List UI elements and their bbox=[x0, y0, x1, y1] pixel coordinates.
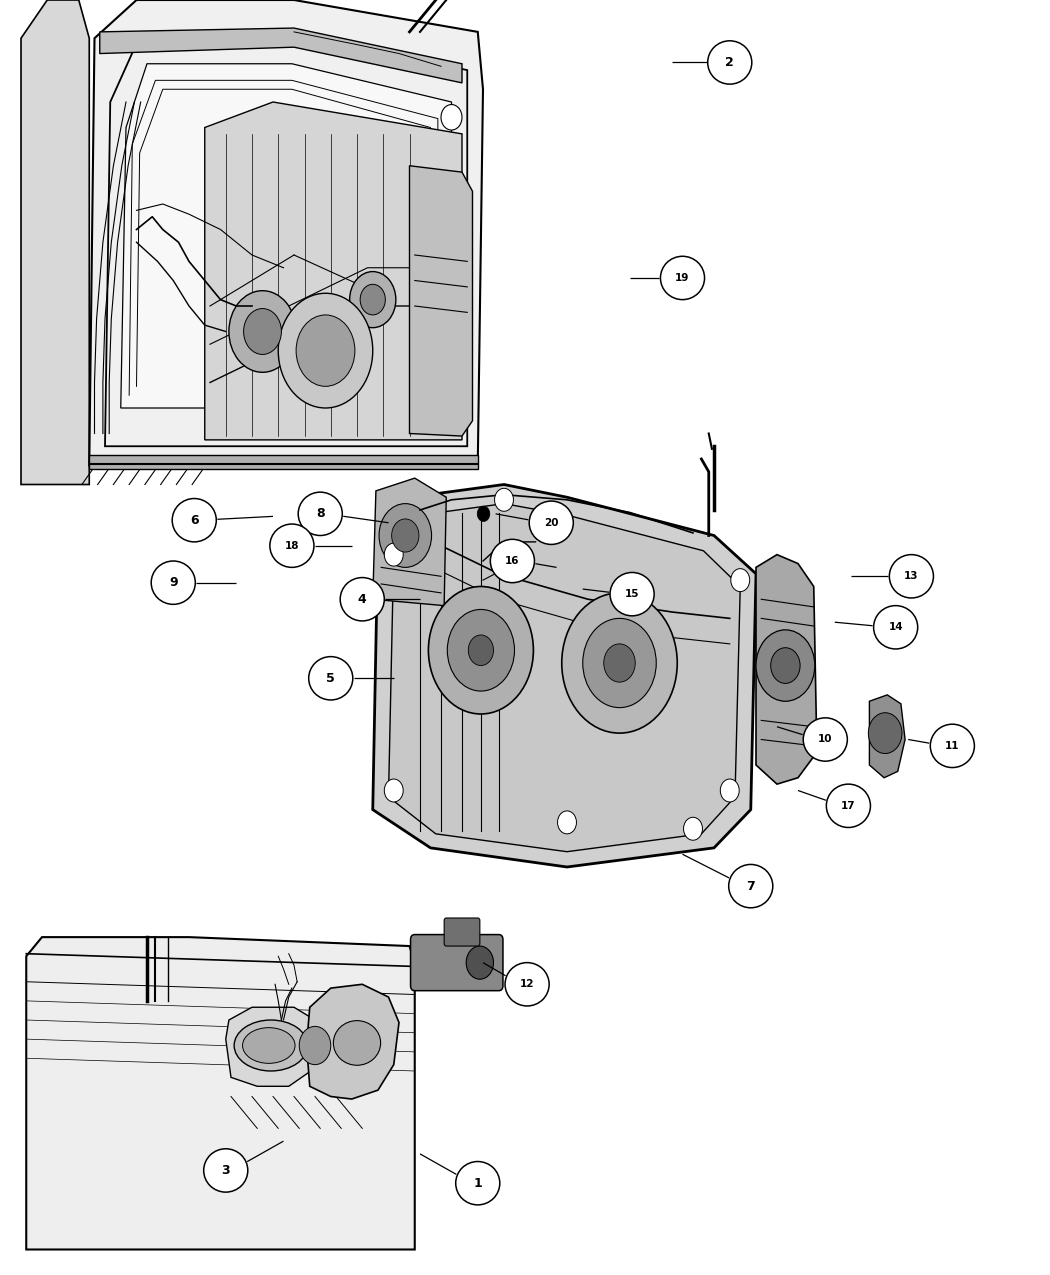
Text: 9: 9 bbox=[169, 576, 177, 589]
Ellipse shape bbox=[151, 561, 195, 604]
Circle shape bbox=[558, 811, 576, 834]
Ellipse shape bbox=[298, 492, 342, 536]
Polygon shape bbox=[121, 64, 452, 408]
Ellipse shape bbox=[270, 524, 314, 567]
Ellipse shape bbox=[889, 555, 933, 598]
Circle shape bbox=[466, 946, 493, 979]
Polygon shape bbox=[205, 102, 462, 440]
Circle shape bbox=[229, 291, 296, 372]
Circle shape bbox=[360, 284, 385, 315]
Polygon shape bbox=[373, 484, 756, 867]
Polygon shape bbox=[756, 555, 817, 784]
Circle shape bbox=[720, 779, 739, 802]
Polygon shape bbox=[100, 28, 462, 83]
Text: 12: 12 bbox=[520, 979, 534, 989]
Ellipse shape bbox=[204, 1149, 248, 1192]
Ellipse shape bbox=[529, 501, 573, 544]
Circle shape bbox=[384, 779, 403, 802]
Circle shape bbox=[379, 504, 432, 567]
Text: 6: 6 bbox=[190, 514, 198, 527]
Ellipse shape bbox=[334, 1020, 380, 1066]
Text: 3: 3 bbox=[222, 1164, 230, 1177]
Circle shape bbox=[244, 309, 281, 354]
Text: 11: 11 bbox=[945, 741, 960, 751]
Text: 14: 14 bbox=[888, 622, 903, 632]
Ellipse shape bbox=[874, 606, 918, 649]
Polygon shape bbox=[26, 937, 415, 1250]
Circle shape bbox=[477, 506, 489, 521]
Text: 1: 1 bbox=[474, 1177, 482, 1190]
Circle shape bbox=[428, 586, 533, 714]
Text: 10: 10 bbox=[818, 734, 833, 745]
Text: 8: 8 bbox=[316, 507, 324, 520]
Text: 7: 7 bbox=[747, 880, 755, 892]
Ellipse shape bbox=[660, 256, 705, 300]
Circle shape bbox=[278, 293, 373, 408]
FancyBboxPatch shape bbox=[411, 935, 503, 991]
Text: 18: 18 bbox=[285, 541, 299, 551]
Circle shape bbox=[604, 644, 635, 682]
Ellipse shape bbox=[826, 784, 870, 827]
Circle shape bbox=[392, 519, 419, 552]
Text: 13: 13 bbox=[904, 571, 919, 581]
Ellipse shape bbox=[309, 657, 353, 700]
Text: 15: 15 bbox=[625, 589, 639, 599]
Circle shape bbox=[583, 618, 656, 708]
Ellipse shape bbox=[803, 718, 847, 761]
Text: 2: 2 bbox=[726, 56, 734, 69]
Ellipse shape bbox=[930, 724, 974, 768]
Polygon shape bbox=[373, 478, 446, 606]
Ellipse shape bbox=[456, 1162, 500, 1205]
Circle shape bbox=[756, 630, 815, 701]
Circle shape bbox=[684, 817, 702, 840]
Polygon shape bbox=[869, 695, 905, 778]
Circle shape bbox=[562, 593, 677, 733]
Circle shape bbox=[296, 315, 355, 386]
Text: 20: 20 bbox=[544, 518, 559, 528]
Circle shape bbox=[468, 635, 494, 666]
Text: 19: 19 bbox=[675, 273, 690, 283]
Polygon shape bbox=[226, 1007, 317, 1086]
Circle shape bbox=[771, 648, 800, 683]
Circle shape bbox=[384, 543, 403, 566]
Polygon shape bbox=[410, 166, 472, 436]
FancyBboxPatch shape bbox=[444, 918, 480, 946]
Polygon shape bbox=[307, 984, 399, 1099]
Ellipse shape bbox=[610, 572, 654, 616]
Ellipse shape bbox=[490, 539, 534, 583]
Circle shape bbox=[731, 569, 750, 592]
Polygon shape bbox=[388, 504, 740, 852]
Circle shape bbox=[350, 272, 396, 328]
Ellipse shape bbox=[340, 578, 384, 621]
Polygon shape bbox=[89, 0, 483, 465]
Ellipse shape bbox=[234, 1020, 308, 1071]
Polygon shape bbox=[89, 455, 478, 469]
Circle shape bbox=[447, 609, 514, 691]
Ellipse shape bbox=[172, 499, 216, 542]
Text: 17: 17 bbox=[841, 801, 856, 811]
Circle shape bbox=[495, 488, 513, 511]
Circle shape bbox=[299, 1026, 331, 1065]
Circle shape bbox=[868, 713, 902, 754]
Text: 4: 4 bbox=[358, 593, 366, 606]
Ellipse shape bbox=[243, 1028, 295, 1063]
Text: 5: 5 bbox=[327, 672, 335, 685]
Ellipse shape bbox=[505, 963, 549, 1006]
Circle shape bbox=[441, 105, 462, 130]
Polygon shape bbox=[21, 0, 89, 484]
Ellipse shape bbox=[729, 864, 773, 908]
Text: 16: 16 bbox=[505, 556, 520, 566]
Ellipse shape bbox=[708, 41, 752, 84]
